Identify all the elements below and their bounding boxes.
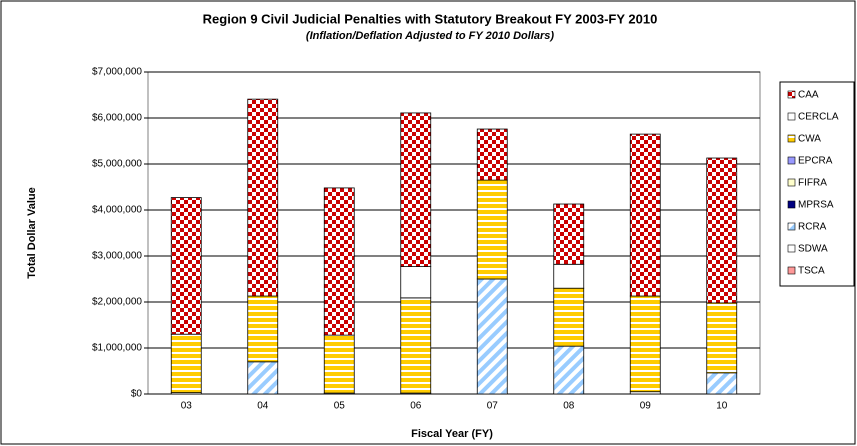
y-tick-label: $6,000,000 [92, 113, 142, 124]
bar-segment [170, 333, 202, 394]
y-tick-label: $1,000,000 [92, 343, 142, 354]
x-tick-label: 06 [410, 401, 422, 412]
legend-swatch [787, 156, 796, 165]
legend-swatch [787, 134, 796, 143]
y-tick-label: $3,000,000 [92, 251, 142, 262]
bar-segment [553, 345, 585, 395]
legend-label: MPRSA [798, 200, 834, 211]
y-tick-label: $0 [131, 389, 143, 400]
legend-label: CAA [798, 90, 819, 101]
legend-swatch [787, 244, 796, 253]
x-tick-label: 09 [640, 401, 652, 412]
bar-segment [553, 263, 585, 289]
legend-swatch [787, 200, 796, 209]
y-tick-label: $5,000,000 [92, 159, 142, 170]
x-tick-label: 05 [334, 401, 346, 412]
legend-swatch [787, 222, 796, 231]
bar-segment [323, 187, 355, 336]
legend-swatch [787, 90, 796, 99]
x-tick-label: 03 [181, 401, 193, 412]
x-tick-label: 08 [563, 401, 575, 412]
x-tick-label: 07 [487, 401, 499, 412]
legend-label: FIFRA [798, 178, 827, 189]
legend-label: SDWA [798, 244, 828, 255]
y-tick-label: $2,000,000 [92, 297, 142, 308]
x-tick-label: 10 [716, 401, 728, 412]
bar-segment [476, 278, 508, 395]
bar-segment [553, 203, 585, 265]
bar-segment [476, 128, 508, 181]
bar-segment [170, 197, 202, 335]
bar-segment [476, 179, 508, 280]
legend-swatch [787, 266, 796, 275]
bar-segment [553, 287, 585, 347]
bar-segment [247, 361, 279, 395]
y-tick-label: $4,000,000 [92, 205, 142, 216]
legend-label: CERCLA [798, 112, 839, 123]
legend-swatch [787, 178, 796, 187]
legend-swatch [787, 112, 796, 121]
bar-segment [400, 266, 432, 299]
bar-segment [629, 295, 661, 393]
y-axis-label: Total Dollar Value [26, 187, 38, 279]
bar-segment [706, 372, 738, 395]
plot-area [147, 71, 761, 395]
chart-subtitle: (Inflation/Deflation Adjusted to FY 2010… [306, 30, 554, 42]
bar-segment [629, 133, 661, 297]
legend-label: CWA [798, 134, 821, 145]
x-axis-label: Fiscal Year (FY) [411, 428, 493, 440]
legend-label: EPCRA [798, 156, 833, 167]
bar-segment [247, 295, 279, 363]
bar-segment [323, 334, 355, 394]
bar-segment [247, 98, 279, 297]
legend-label: RCRA [798, 222, 827, 233]
legend-label: TSCA [798, 266, 825, 277]
bar-segment [706, 302, 738, 374]
bar-segment [400, 297, 432, 394]
bar-segment [706, 157, 738, 304]
y-tick-label: $7,000,000 [92, 67, 142, 78]
bar-segment [400, 112, 432, 267]
chart-title: Region 9 Civil Judicial Penalties with S… [203, 11, 658, 26]
x-tick-label: 04 [257, 401, 269, 412]
